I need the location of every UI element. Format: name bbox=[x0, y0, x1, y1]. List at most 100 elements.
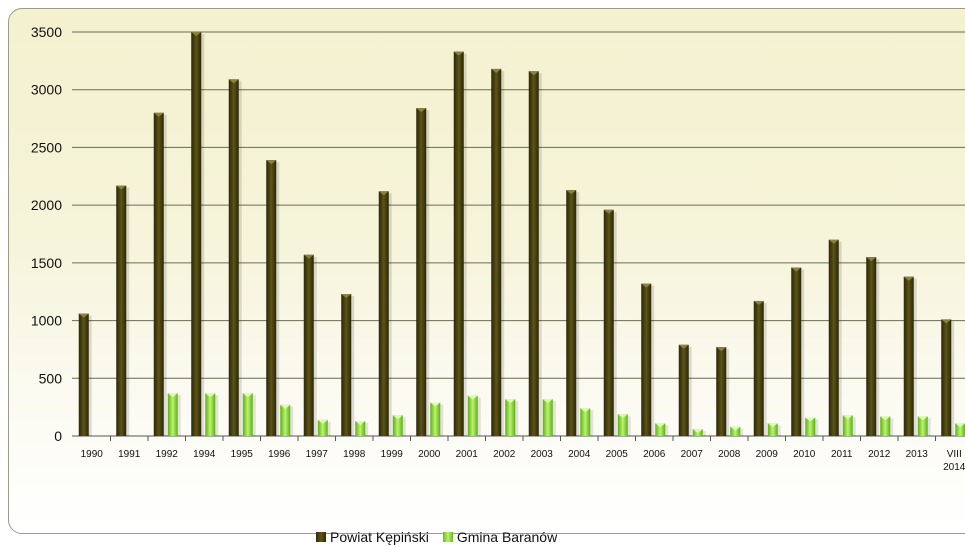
bar-gmina-cap bbox=[655, 423, 666, 428]
bar-powiat bbox=[491, 68, 502, 437]
y-tick-label: 3000 bbox=[31, 82, 62, 98]
bar-powiat-cap bbox=[453, 51, 464, 56]
bar-powiat-cap bbox=[78, 313, 89, 318]
bar-powiat bbox=[116, 185, 127, 436]
bar-gmina-cap bbox=[917, 416, 928, 421]
y-tick-label: 3500 bbox=[31, 24, 62, 40]
x-tick-label: 2007 bbox=[681, 449, 704, 460]
bar-powiat bbox=[828, 239, 839, 436]
legend-swatch-powiat bbox=[316, 532, 326, 542]
bar-powiat bbox=[416, 108, 427, 436]
bar-powiat-cap bbox=[566, 190, 577, 195]
bar-gmina-cap bbox=[280, 404, 291, 409]
bar-gmina-cap bbox=[467, 395, 478, 400]
bar-gmina-cap bbox=[692, 429, 703, 434]
bar-powiat bbox=[716, 347, 727, 436]
bar-powiat bbox=[378, 191, 389, 436]
bar-powiat-cap bbox=[603, 209, 614, 214]
bar-powiat bbox=[941, 319, 952, 436]
bar-powiat bbox=[341, 294, 352, 436]
bar-gmina bbox=[767, 423, 778, 436]
legend-item-gmina: Gmina Baranów bbox=[442, 529, 558, 545]
bar-powiat-cap bbox=[153, 112, 164, 117]
legend: Powiat Kępiński Gmina Baranów bbox=[316, 527, 557, 547]
bar-powiat bbox=[153, 112, 164, 437]
bar-gmina bbox=[580, 408, 591, 436]
x-tick-label: 2001 bbox=[456, 449, 479, 460]
x-tick-label: 2004 bbox=[568, 449, 591, 460]
y-tick-label: 500 bbox=[39, 370, 63, 386]
bar-gmina-cap bbox=[955, 423, 965, 428]
bar-gmina-cap bbox=[205, 393, 216, 398]
legend-label-gmina: Gmina Baranów bbox=[456, 529, 558, 545]
bar-powiat-cap bbox=[303, 254, 314, 259]
bar-gmina-cap bbox=[880, 416, 891, 421]
bar-powiat-cap bbox=[341, 294, 352, 299]
bar-gmina-cap bbox=[730, 426, 741, 431]
bar-powiat bbox=[266, 160, 277, 436]
bar-powiat-cap bbox=[416, 108, 427, 113]
bar-gmina bbox=[655, 423, 666, 436]
bar-gmina-cap bbox=[430, 402, 441, 407]
bar-powiat-cap bbox=[491, 68, 502, 73]
bar-powiat-cap bbox=[678, 344, 689, 349]
x-tick-label: 2009 bbox=[756, 449, 779, 460]
x-tick-label: 2005 bbox=[606, 449, 629, 460]
bar-powiat-cap bbox=[828, 239, 839, 244]
bar-powiat bbox=[303, 254, 314, 436]
y-tick-label: 2000 bbox=[31, 197, 62, 213]
bar-gmina-cap bbox=[355, 420, 366, 425]
bar-powiat-cap bbox=[378, 191, 389, 196]
bar-gmina bbox=[730, 426, 741, 436]
x-tick-label: 2006 bbox=[643, 449, 666, 460]
bar-gmina-cap bbox=[242, 393, 253, 398]
bar-powiat-cap bbox=[791, 267, 802, 272]
bar-powiat bbox=[678, 344, 689, 436]
bar-powiat bbox=[453, 51, 464, 436]
bar-gmina bbox=[280, 404, 291, 436]
bar-gmina bbox=[242, 393, 253, 436]
bar-powiat-cap bbox=[228, 79, 239, 84]
x-tick-label: 1998 bbox=[343, 449, 366, 460]
bar-gmina-cap bbox=[617, 414, 628, 419]
x-tick-label: 2003 bbox=[531, 449, 554, 460]
bar-gmina bbox=[917, 416, 928, 436]
bar-powiat-cap bbox=[191, 32, 202, 36]
bar-powiat-cap bbox=[866, 257, 877, 262]
bar-gmina bbox=[805, 417, 816, 436]
x-tick-label: VIII 2014 bbox=[943, 449, 965, 473]
x-tick-label: 1999 bbox=[381, 449, 404, 460]
bar-gmina-cap bbox=[842, 415, 853, 420]
x-tick-label: 2011 bbox=[831, 449, 853, 460]
bar-gmina-cap bbox=[767, 423, 778, 428]
bar-gmina bbox=[955, 423, 965, 436]
bar-powiat bbox=[78, 313, 89, 436]
bar-gmina-cap bbox=[392, 415, 403, 420]
bar-gmina-cap bbox=[580, 408, 591, 413]
bar-gmina bbox=[505, 399, 516, 436]
bar-gmina bbox=[617, 414, 628, 436]
bar-gmina bbox=[355, 420, 366, 436]
x-tick-label: 1990 bbox=[81, 449, 104, 460]
y-tick-label: 1500 bbox=[31, 255, 62, 271]
x-tick-label: 2008 bbox=[718, 449, 741, 460]
bar-gmina bbox=[392, 415, 403, 436]
y-tick-label: 1000 bbox=[31, 313, 62, 329]
bar-gmina bbox=[842, 415, 853, 436]
bar-powiat-cap bbox=[753, 300, 764, 305]
bar-powiat-cap bbox=[716, 347, 727, 352]
bar-powiat-cap bbox=[641, 283, 652, 288]
gridlines bbox=[72, 31, 965, 379]
bar-gmina bbox=[542, 399, 553, 436]
x-tick-label: 2013 bbox=[906, 449, 929, 460]
x-tick-label: 2000 bbox=[418, 449, 441, 460]
x-tick-label: 1995 bbox=[231, 449, 254, 460]
bar-powiat-cap bbox=[266, 160, 277, 165]
x-tick-label: 1994 bbox=[193, 449, 216, 460]
bar-gmina-cap bbox=[542, 399, 553, 404]
bar-gmina bbox=[467, 395, 478, 436]
y-axis: 0 500 1000 1500 2000 2500 3000 3500 bbox=[31, 24, 965, 444]
y-tick-label: 2500 bbox=[31, 139, 62, 155]
bar-powiat bbox=[566, 190, 577, 436]
